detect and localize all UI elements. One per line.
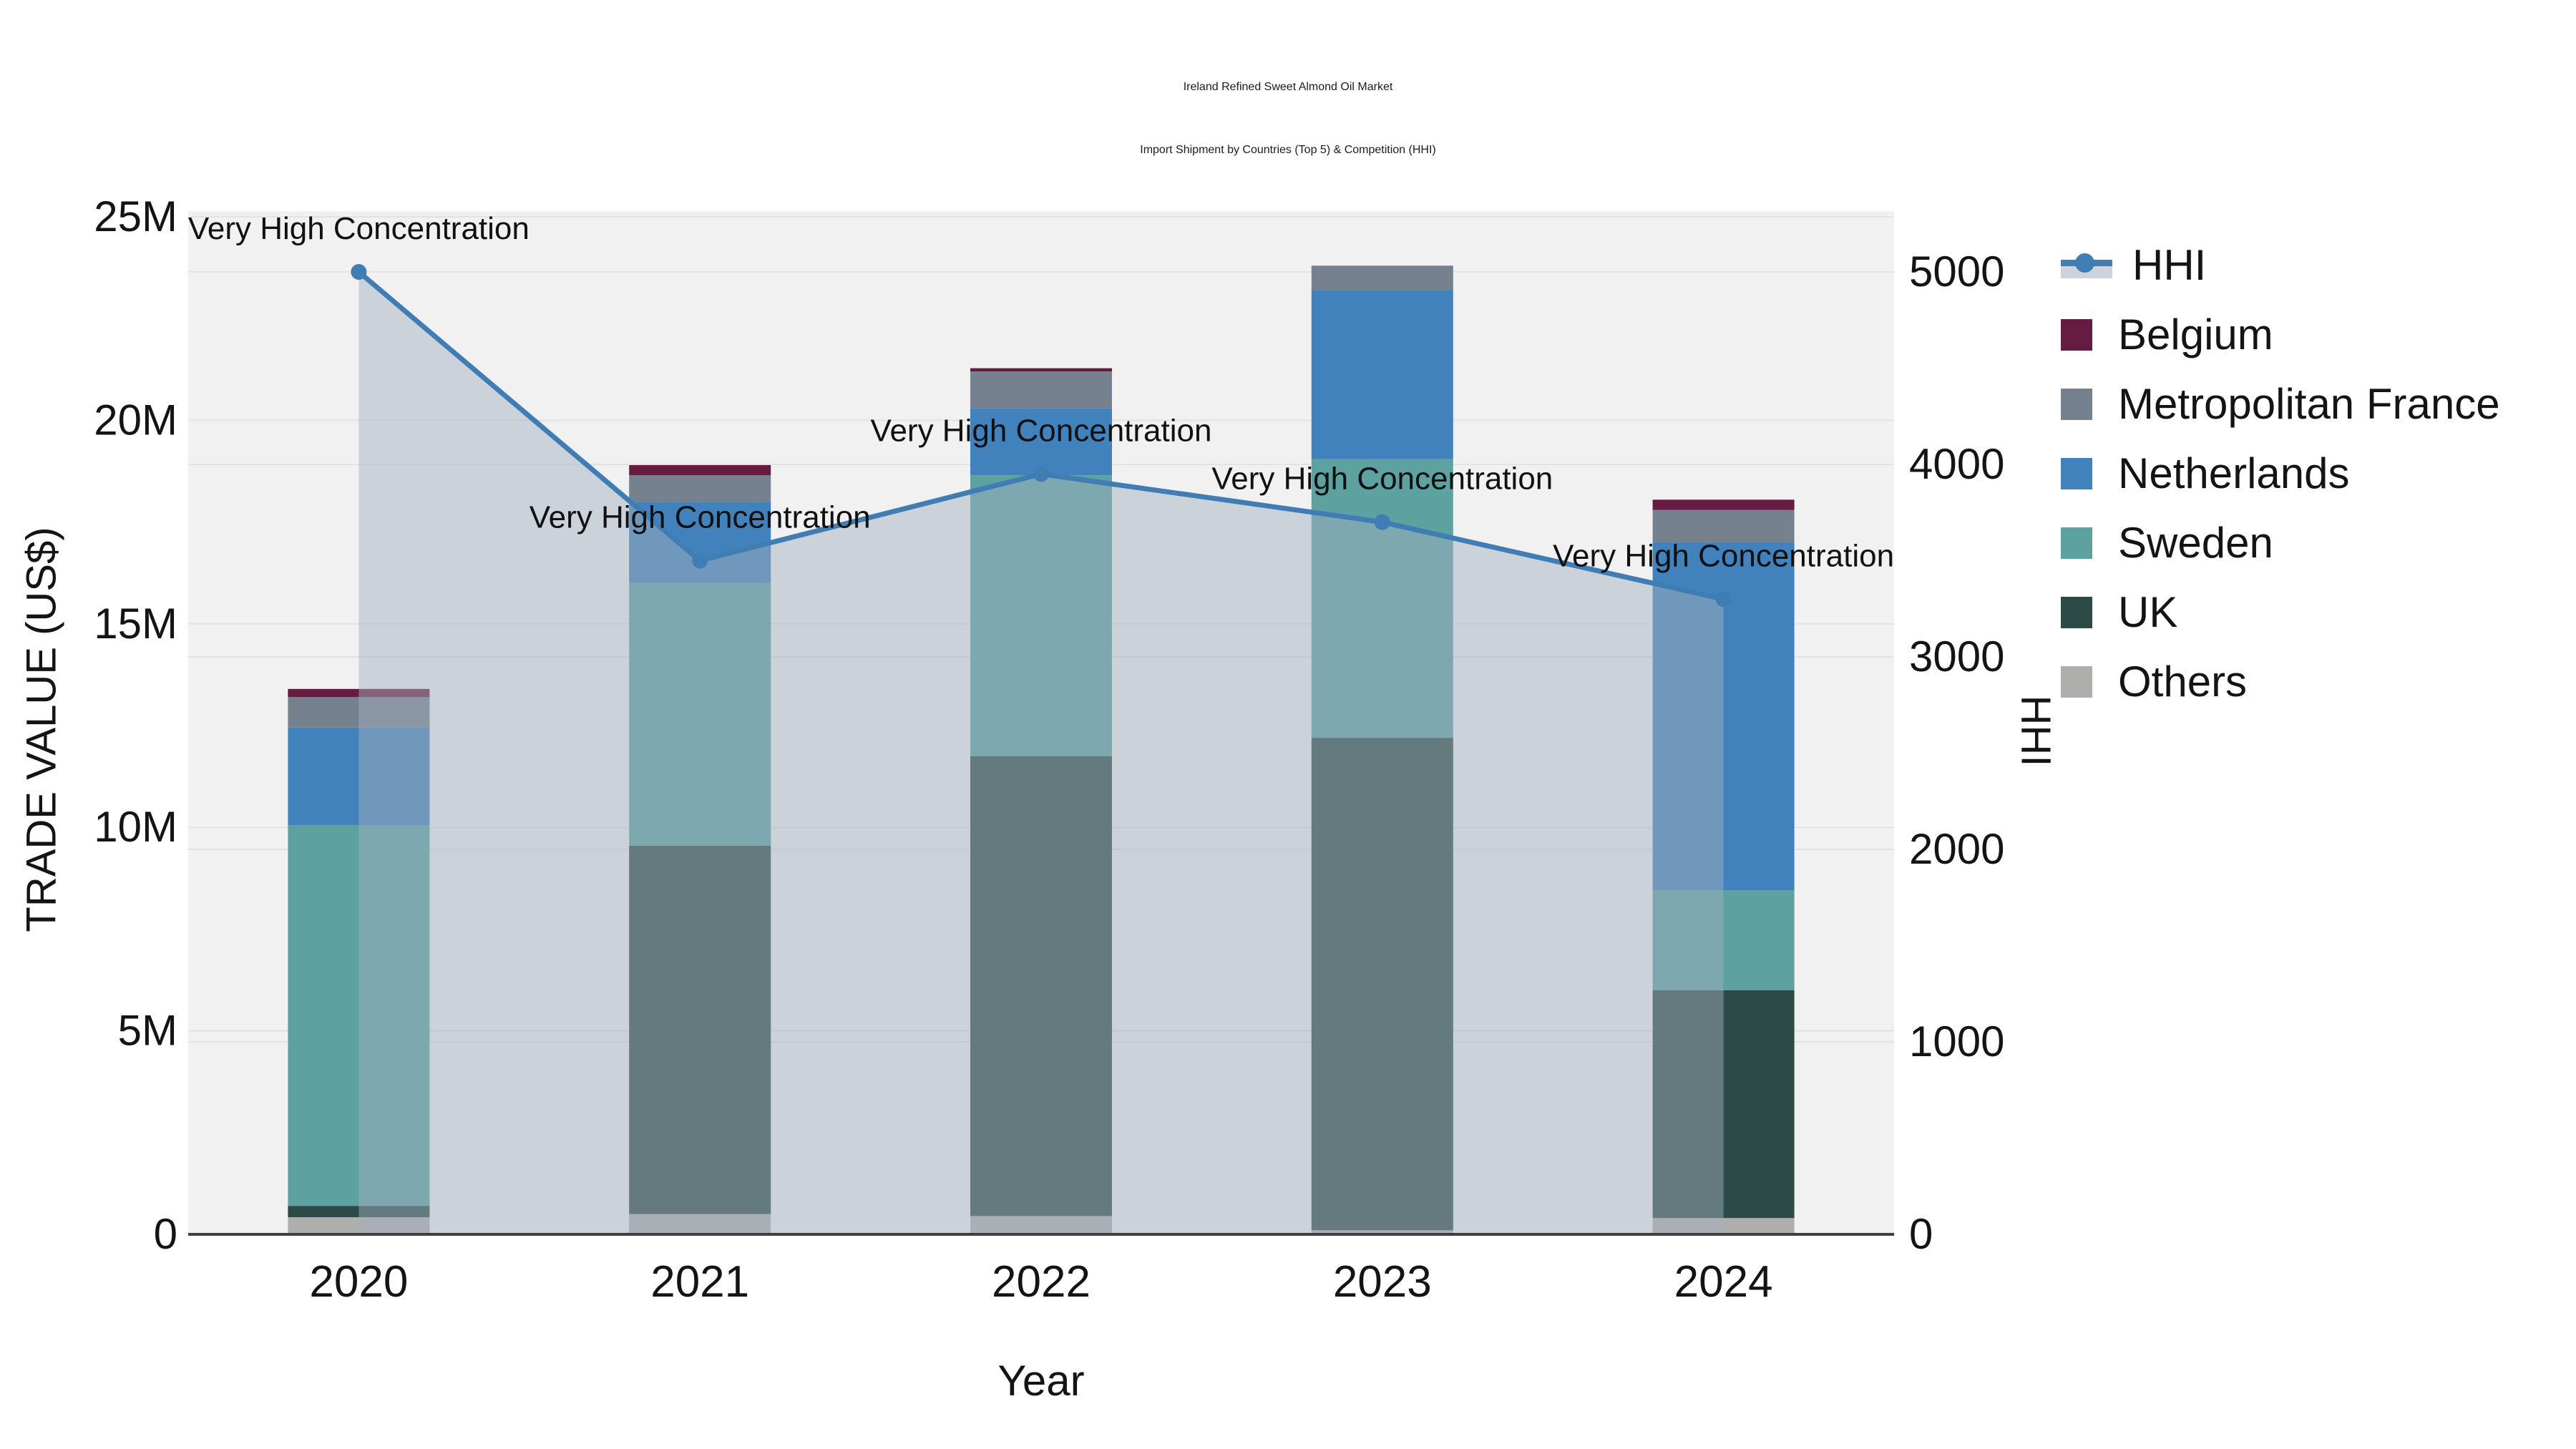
bar-segment-uk-2021[interactable] (629, 845, 771, 1214)
y-left-tick-15M: 15M (94, 600, 177, 648)
legend-swatch-belgium (2061, 318, 2092, 351)
annotation-2024: Very High Concentration (1553, 538, 1894, 573)
x-tick-2020: 2020 (309, 1257, 408, 1307)
legend-swatch-metropolitan-france (2061, 388, 2092, 420)
bar-segment-others-2020[interactable] (288, 1217, 430, 1234)
chart-title-line2: Import Shipment by Countries (Top 5) & C… (1140, 144, 1436, 156)
y-right-tick-5000: 5000 (1909, 248, 2004, 296)
bar-segment-belgium-2020[interactable] (288, 688, 430, 698)
bar-segment-metropolitan-france-2024[interactable] (1652, 509, 1795, 543)
bar-segment-metropolitan-france-2022[interactable] (970, 371, 1112, 409)
annotation-2020: Very High Concentration (188, 211, 530, 246)
legend-item-hhi[interactable]: HHI (2061, 230, 2500, 300)
x-tick-2022: 2022 (992, 1257, 1091, 1307)
legend-item-sweden[interactable]: Sweden (2061, 508, 2500, 577)
y-left-tick-5M: 5M (118, 1007, 177, 1055)
y-right-tick-0: 0 (1909, 1210, 1933, 1258)
x-tick-2023: 2023 (1333, 1257, 1432, 1307)
chart-title: Ireland Refined Sweet Almond Oil Market … (0, 56, 2576, 182)
legend-label: Others (2118, 658, 2248, 706)
y-left-tick-10M: 10M (94, 803, 177, 851)
x-axis-title: Year (997, 1357, 1085, 1405)
bar-segment-uk-2024[interactable] (1652, 990, 1795, 1219)
bar-segment-sweden-2021[interactable] (629, 582, 771, 846)
legend-label: HHI (2132, 241, 2207, 289)
bar-segment-sweden-2020[interactable] (288, 825, 430, 1206)
bar-segment-netherlands-2020[interactable] (288, 727, 430, 826)
annotation-2022: Very High Concentration (871, 413, 1212, 448)
bar-segment-netherlands-2022[interactable] (970, 408, 1112, 476)
legend-item-others[interactable]: Others (2061, 647, 2500, 716)
bar-segment-sweden-2024[interactable] (1652, 890, 1795, 990)
y-right-tick-2000: 2000 (1909, 825, 2004, 873)
y-right-tick-3000: 3000 (1909, 633, 2004, 680)
hhi-marker-2023[interactable] (1374, 514, 1390, 530)
y-left-tick-25M: 25M (94, 192, 177, 240)
legend-label: UK (2118, 588, 2178, 636)
legend-label: Netherlands (2118, 449, 2350, 497)
chart-title-line1: Ireland Refined Sweet Almond Oil Market (1183, 81, 1393, 93)
hhi-marker-dot-icon (2075, 253, 2094, 273)
bar-segment-sweden-2023[interactable] (1311, 459, 1453, 738)
bar-segment-belgium-2022[interactable] (970, 368, 1112, 372)
legend: HHI Belgium Metropolitan France Netherlands… (2061, 230, 2500, 716)
legend-swatch-sweden (2061, 527, 2092, 559)
y-right-tick-1000: 1000 (1909, 1018, 2004, 1065)
bar-segment-metropolitan-france-2023[interactable] (1311, 265, 1453, 291)
bar-segment-uk-2023[interactable] (1311, 738, 1453, 1231)
legend-label: Sweden (2118, 519, 2273, 567)
legend-item-uk[interactable]: UK (2061, 577, 2500, 647)
hhi-marker-2024[interactable] (1715, 591, 1732, 608)
hhi-line-sample-icon (2061, 251, 2112, 280)
legend-label: Belgium (2118, 311, 2273, 358)
annotation-2023: Very High Concentration (1211, 462, 1553, 497)
annotation-2021: Very High Concentration (530, 500, 871, 535)
legend-item-belgium[interactable]: Belgium (2061, 300, 2500, 369)
bar-segment-belgium-2021[interactable] (629, 464, 771, 476)
y-axis-title-right: HHI (2012, 695, 2059, 767)
legend-item-netherlands[interactable]: Netherlands (2061, 439, 2500, 508)
legend-swatch-others (2061, 665, 2092, 698)
bar-segment-sweden-2022[interactable] (970, 475, 1112, 756)
bar-segment-metropolitan-france-2021[interactable] (629, 475, 771, 502)
x-tick-2024: 2024 (1674, 1257, 1773, 1307)
bar-segment-others-2024[interactable] (1652, 1218, 1795, 1234)
bar-segment-uk-2022[interactable] (970, 756, 1112, 1216)
bar-segment-uk-2020[interactable] (288, 1206, 430, 1218)
bar-segment-others-2023[interactable] (1311, 1230, 1453, 1234)
hhi-marker-2022[interactable] (1033, 466, 1049, 482)
bar-segment-netherlands-2023[interactable] (1311, 290, 1453, 459)
hhi-marker-2020[interactable] (351, 264, 367, 280)
y-left-tick-0: 0 (154, 1210, 177, 1258)
bar-segment-others-2021[interactable] (629, 1214, 771, 1234)
bar-segment-belgium-2024[interactable] (1652, 499, 1795, 510)
legend-item-metropolitan-france[interactable]: Metropolitan France (2061, 369, 2500, 439)
legend-label: Metropolitan France (2118, 380, 2500, 428)
hhi-area-fill (358, 272, 1724, 1234)
x-tick-2021: 2021 (650, 1257, 749, 1307)
bar-segment-others-2022[interactable] (970, 1216, 1112, 1234)
bar-segment-metropolitan-france-2020[interactable] (288, 697, 430, 728)
legend-swatch-uk (2061, 596, 2092, 628)
y-axis-title-left: TRADE VALUE (US$) (18, 527, 65, 932)
y-right-tick-4000: 4000 (1909, 440, 2004, 488)
legend-swatch-netherlands (2061, 457, 2092, 489)
y-left-tick-20M: 20M (94, 396, 177, 444)
hhi-marker-2021[interactable] (692, 552, 708, 569)
bar-segment-netherlands-2021[interactable] (629, 502, 771, 583)
